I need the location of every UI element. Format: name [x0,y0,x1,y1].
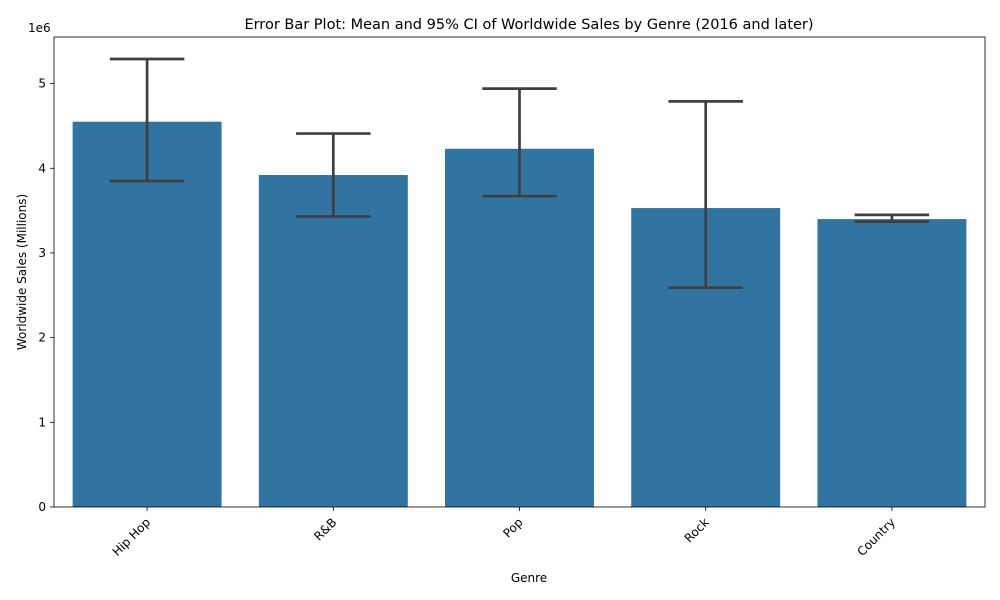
bar [258,175,408,507]
y-offset-label: 1e6 [28,21,51,35]
y-tick-label: 0 [38,500,46,514]
plot-area: Hip Hop R&B Pop Rock Country 0 1 2 3 4 5 [38,36,986,559]
x-axis-label: Genre [511,571,547,585]
y-axis-label: Worldwide Sales (Millions) [15,194,29,350]
chart-title: Error Bar Plot: Mean and 95% CI of World… [244,17,813,33]
x-tick-label: R&B [311,515,339,543]
axes-frame [53,36,986,508]
y-tick-label: 2 [38,331,46,345]
x-tick-label: Pop [500,515,525,540]
x-tick-label: Rock [682,515,712,545]
bar [817,219,967,507]
bar [72,121,222,507]
x-tick-label: Country [854,515,898,559]
y-tick-label: 5 [38,77,46,91]
y-tick-label: 3 [38,246,46,260]
y-tick-label: 4 [38,161,46,175]
y-tick-label: 1 [38,415,46,429]
x-tick-label: Hip Hop [110,515,154,559]
bar [445,148,594,507]
